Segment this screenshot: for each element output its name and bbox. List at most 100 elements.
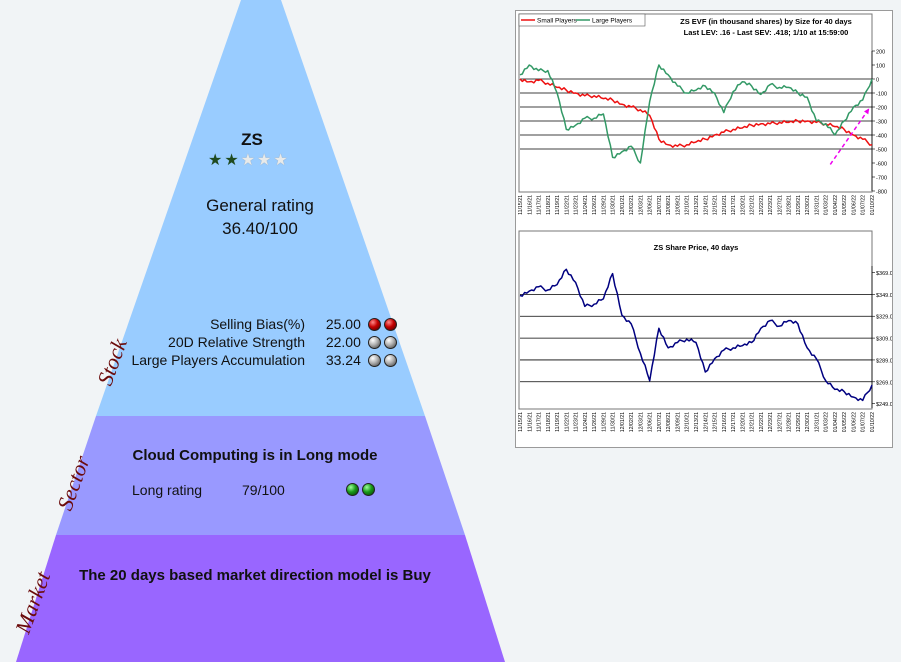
x-tick-label: 01/03/22 xyxy=(824,412,830,432)
market-headline: The 20 days based market direction model… xyxy=(79,567,431,584)
x-tick-label: 12/14/21 xyxy=(703,412,709,432)
y-tick-label: -800 xyxy=(876,190,887,196)
metric-value: 25.00 xyxy=(325,316,361,332)
market-band xyxy=(16,535,505,662)
x-tick-label: 12/30/21 xyxy=(805,195,811,215)
pyramid-graphic xyxy=(16,0,505,662)
x-tick-label: 12/22/21 xyxy=(759,412,765,432)
metric-label: Large Players Accumulation xyxy=(131,352,305,368)
y-tick-label: -600 xyxy=(876,162,887,168)
legend-small-label: Small Players xyxy=(537,18,577,25)
x-tick-label: 11/29/21 xyxy=(601,412,607,432)
x-tick-label: 01/07/22 xyxy=(861,195,867,215)
y-tick-label: 0 xyxy=(876,78,879,84)
x-tick-label: 12/09/21 xyxy=(675,412,681,432)
x-tick-label: 12/21/21 xyxy=(750,195,756,215)
x-tick-label: 11/24/21 xyxy=(583,195,589,215)
price-series xyxy=(519,268,873,402)
x-tick-label: 11/23/21 xyxy=(574,195,580,215)
x-tick-label: 12/28/21 xyxy=(787,412,793,432)
x-tick-label: 11/22/21 xyxy=(564,195,570,215)
green-ball-icon xyxy=(346,483,359,496)
x-tick-label: 12/02/21 xyxy=(629,195,635,215)
charts-svg: Small Players Large Players ZS EVF (in t… xyxy=(518,13,892,432)
x-tick-label: 12/08/21 xyxy=(666,412,672,432)
gray-ball-icon xyxy=(367,336,381,349)
x-tick-label: 12/22/21 xyxy=(759,195,765,215)
y-tick-label: 100 xyxy=(876,64,885,70)
y-tick-label: $249.0 xyxy=(876,402,892,408)
x-tick-label: 12/29/21 xyxy=(796,195,802,215)
x-tick-label: 11/18/21 xyxy=(546,412,552,432)
x-tick-label: 12/31/21 xyxy=(814,195,820,215)
x-tick-label: 12/23/21 xyxy=(768,195,774,215)
y-tick-label: $309.0 xyxy=(876,337,892,343)
x-tick-label: 12/01/21 xyxy=(620,195,626,215)
y-tick-label: $289.0 xyxy=(876,358,892,364)
x-tick-label: 12/07/21 xyxy=(657,195,663,215)
metric-row-selling-bias: Selling Bias(%) 25.00 xyxy=(120,316,397,332)
x-tick-label: 01/03/22 xyxy=(824,195,830,215)
x-tick-label: 11/30/21 xyxy=(611,195,617,215)
sector-rating-value: 79/100 xyxy=(242,482,285,498)
metric-row-relative-strength: 20D Relative Strength 22.00 xyxy=(120,334,397,350)
evf-chart-subtitle: Last LEV: .16 - Last SEV: .418; 1/10 at … xyxy=(684,28,849,37)
x-tick-label: 12/08/21 xyxy=(666,195,672,215)
red-ball-icon xyxy=(383,318,397,331)
x-tick-label: 01/05/22 xyxy=(842,195,848,215)
x-tick-label: 01/05/22 xyxy=(842,412,848,432)
x-tick-label: 12/16/21 xyxy=(722,195,728,215)
x-tick-label: 11/15/21 xyxy=(518,195,524,215)
x-tick-label: 12/06/21 xyxy=(648,195,654,215)
charts-panel: Small Players Large Players ZS EVF (in t… xyxy=(515,10,893,448)
trend-arrow-line xyxy=(829,107,870,165)
x-tick-label: 12/09/21 xyxy=(675,195,681,215)
x-tick-label: 11/29/21 xyxy=(601,195,607,215)
star-filled-icon: ★ xyxy=(208,152,223,169)
x-tick-label: 01/06/22 xyxy=(851,412,857,432)
x-tick-label: 12/21/21 xyxy=(750,412,756,432)
evf-x-axis: 11/15/21 11/16/21 11/17/21 11/18/21 11/19/21… xyxy=(518,195,876,215)
metric-value: 22.00 xyxy=(325,334,361,350)
y-tick-label: -500 xyxy=(876,148,887,154)
x-tick-label: 12/13/21 xyxy=(694,195,700,215)
x-tick-label: 12/20/21 xyxy=(740,195,746,215)
y-tick-label: $349.0 xyxy=(876,293,892,299)
x-tick-label: 12/29/21 xyxy=(796,412,802,432)
x-tick-label: 11/15/21 xyxy=(518,412,524,432)
star-empty-icon: ★ xyxy=(273,152,288,169)
y-tick-label: -300 xyxy=(876,120,887,126)
x-tick-label: 11/18/21 xyxy=(546,195,552,215)
metric-value: 33.24 xyxy=(325,352,361,368)
general-rating-label: General rating xyxy=(206,196,314,215)
x-tick-label: 11/16/21 xyxy=(527,412,533,432)
x-tick-label: 12/17/21 xyxy=(731,412,737,432)
x-tick-label: 12/20/21 xyxy=(740,412,746,432)
green-ball-icon xyxy=(362,483,375,496)
x-tick-label: 12/13/21 xyxy=(694,412,700,432)
trend-arrow-head xyxy=(863,108,870,115)
x-tick-label: 01/10/22 xyxy=(870,412,876,432)
price-y-axis: $369.0 $349.0 $329.0 $309.0 $289.0 $269.0 $249… xyxy=(871,266,892,408)
x-tick-label: 12/06/21 xyxy=(648,412,654,432)
x-tick-label: 12/01/21 xyxy=(620,412,626,432)
sector-band xyxy=(56,416,465,535)
x-tick-label: 11/23/21 xyxy=(574,412,580,432)
y-tick-label: $329.0 xyxy=(876,315,892,321)
y-tick-label: -200 xyxy=(876,106,887,112)
sector-rating-label: Long rating xyxy=(132,482,203,498)
x-tick-label: 12/27/21 xyxy=(777,412,783,432)
star-filled-icon: ★ xyxy=(224,152,239,169)
x-tick-label: 11/19/21 xyxy=(555,195,561,215)
x-tick-label: 01/10/22 xyxy=(870,195,876,215)
metric-label: Selling Bias(%) xyxy=(210,316,305,332)
x-tick-label: 01/07/22 xyxy=(861,412,867,432)
star-empty-icon: ★ xyxy=(240,152,256,169)
star-empty-icon: ★ xyxy=(257,152,272,169)
x-tick-label: 12/03/21 xyxy=(638,412,644,432)
price-x-axis: 11/15/21 11/16/21 11/17/21 11/18/21 11/19/21… xyxy=(518,412,876,432)
y-tick-label: -700 xyxy=(876,176,887,182)
x-tick-label: 12/10/21 xyxy=(685,412,691,432)
x-tick-label: 11/26/21 xyxy=(592,412,598,432)
x-tick-label: 12/15/21 xyxy=(713,195,719,215)
